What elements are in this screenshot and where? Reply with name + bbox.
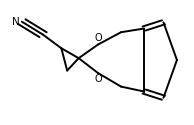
- Text: O: O: [94, 74, 102, 84]
- Text: N: N: [12, 17, 20, 27]
- Text: O: O: [94, 33, 102, 43]
